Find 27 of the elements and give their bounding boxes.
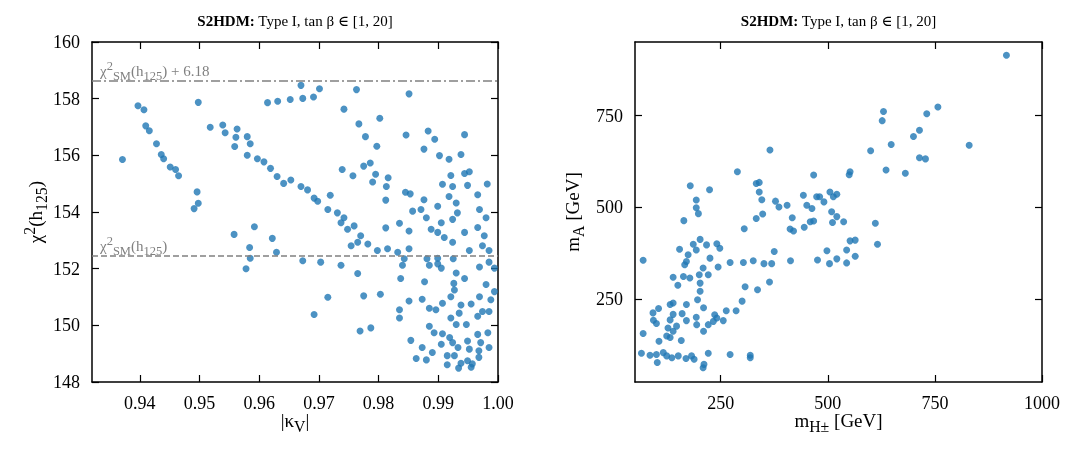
y-tick-label: 158 xyxy=(53,88,80,109)
y-tick-label: 250 xyxy=(596,289,623,310)
y-tick-label: 160 xyxy=(53,32,80,52)
x-tick-label: 500 xyxy=(814,393,842,413)
x-tick-label: 0.96 xyxy=(243,393,275,413)
x-tick-label: 250 xyxy=(707,393,735,413)
chart-title: S2HDM: Type I, tan β ∈ [1, 20] xyxy=(197,13,393,29)
ref-line-label: χ$^{2}$$_{SM}$(h$_{125}$) xyxy=(100,232,168,260)
x-tick-label: 0.97 xyxy=(303,393,335,413)
x-axis-title: |κ$_{V}$| xyxy=(280,410,310,435)
x-tick-label: 1.00 xyxy=(482,393,514,413)
ref-line-label: χ$^{2}$$_{SM}$(h$_{125}$) + 6.18 xyxy=(100,57,210,85)
y-tick-label: 500 xyxy=(596,197,623,218)
y-tick-label: 152 xyxy=(53,258,80,279)
x-tick-label: 0.99 xyxy=(422,393,455,413)
x-axis-title: m$_{H±}$ [GeV] xyxy=(794,410,883,435)
x-tick-label: 0.94 xyxy=(124,393,156,413)
x-tick-label: 1000 xyxy=(1024,393,1060,413)
y-tick-label: 154 xyxy=(53,202,80,222)
chart-title: S2HDM: Type I, tan β ∈ [1, 20] xyxy=(740,13,937,29)
y-tick-label: 156 xyxy=(53,145,80,166)
x-tick-label: 0.95 xyxy=(183,393,216,413)
y-tick-label: 148 xyxy=(53,372,80,392)
y-tick-label: 150 xyxy=(53,315,80,336)
y-tick-label: 750 xyxy=(596,105,623,126)
x-tick-label: 0.98 xyxy=(362,393,395,413)
x-tick-label: 750 xyxy=(921,393,949,413)
